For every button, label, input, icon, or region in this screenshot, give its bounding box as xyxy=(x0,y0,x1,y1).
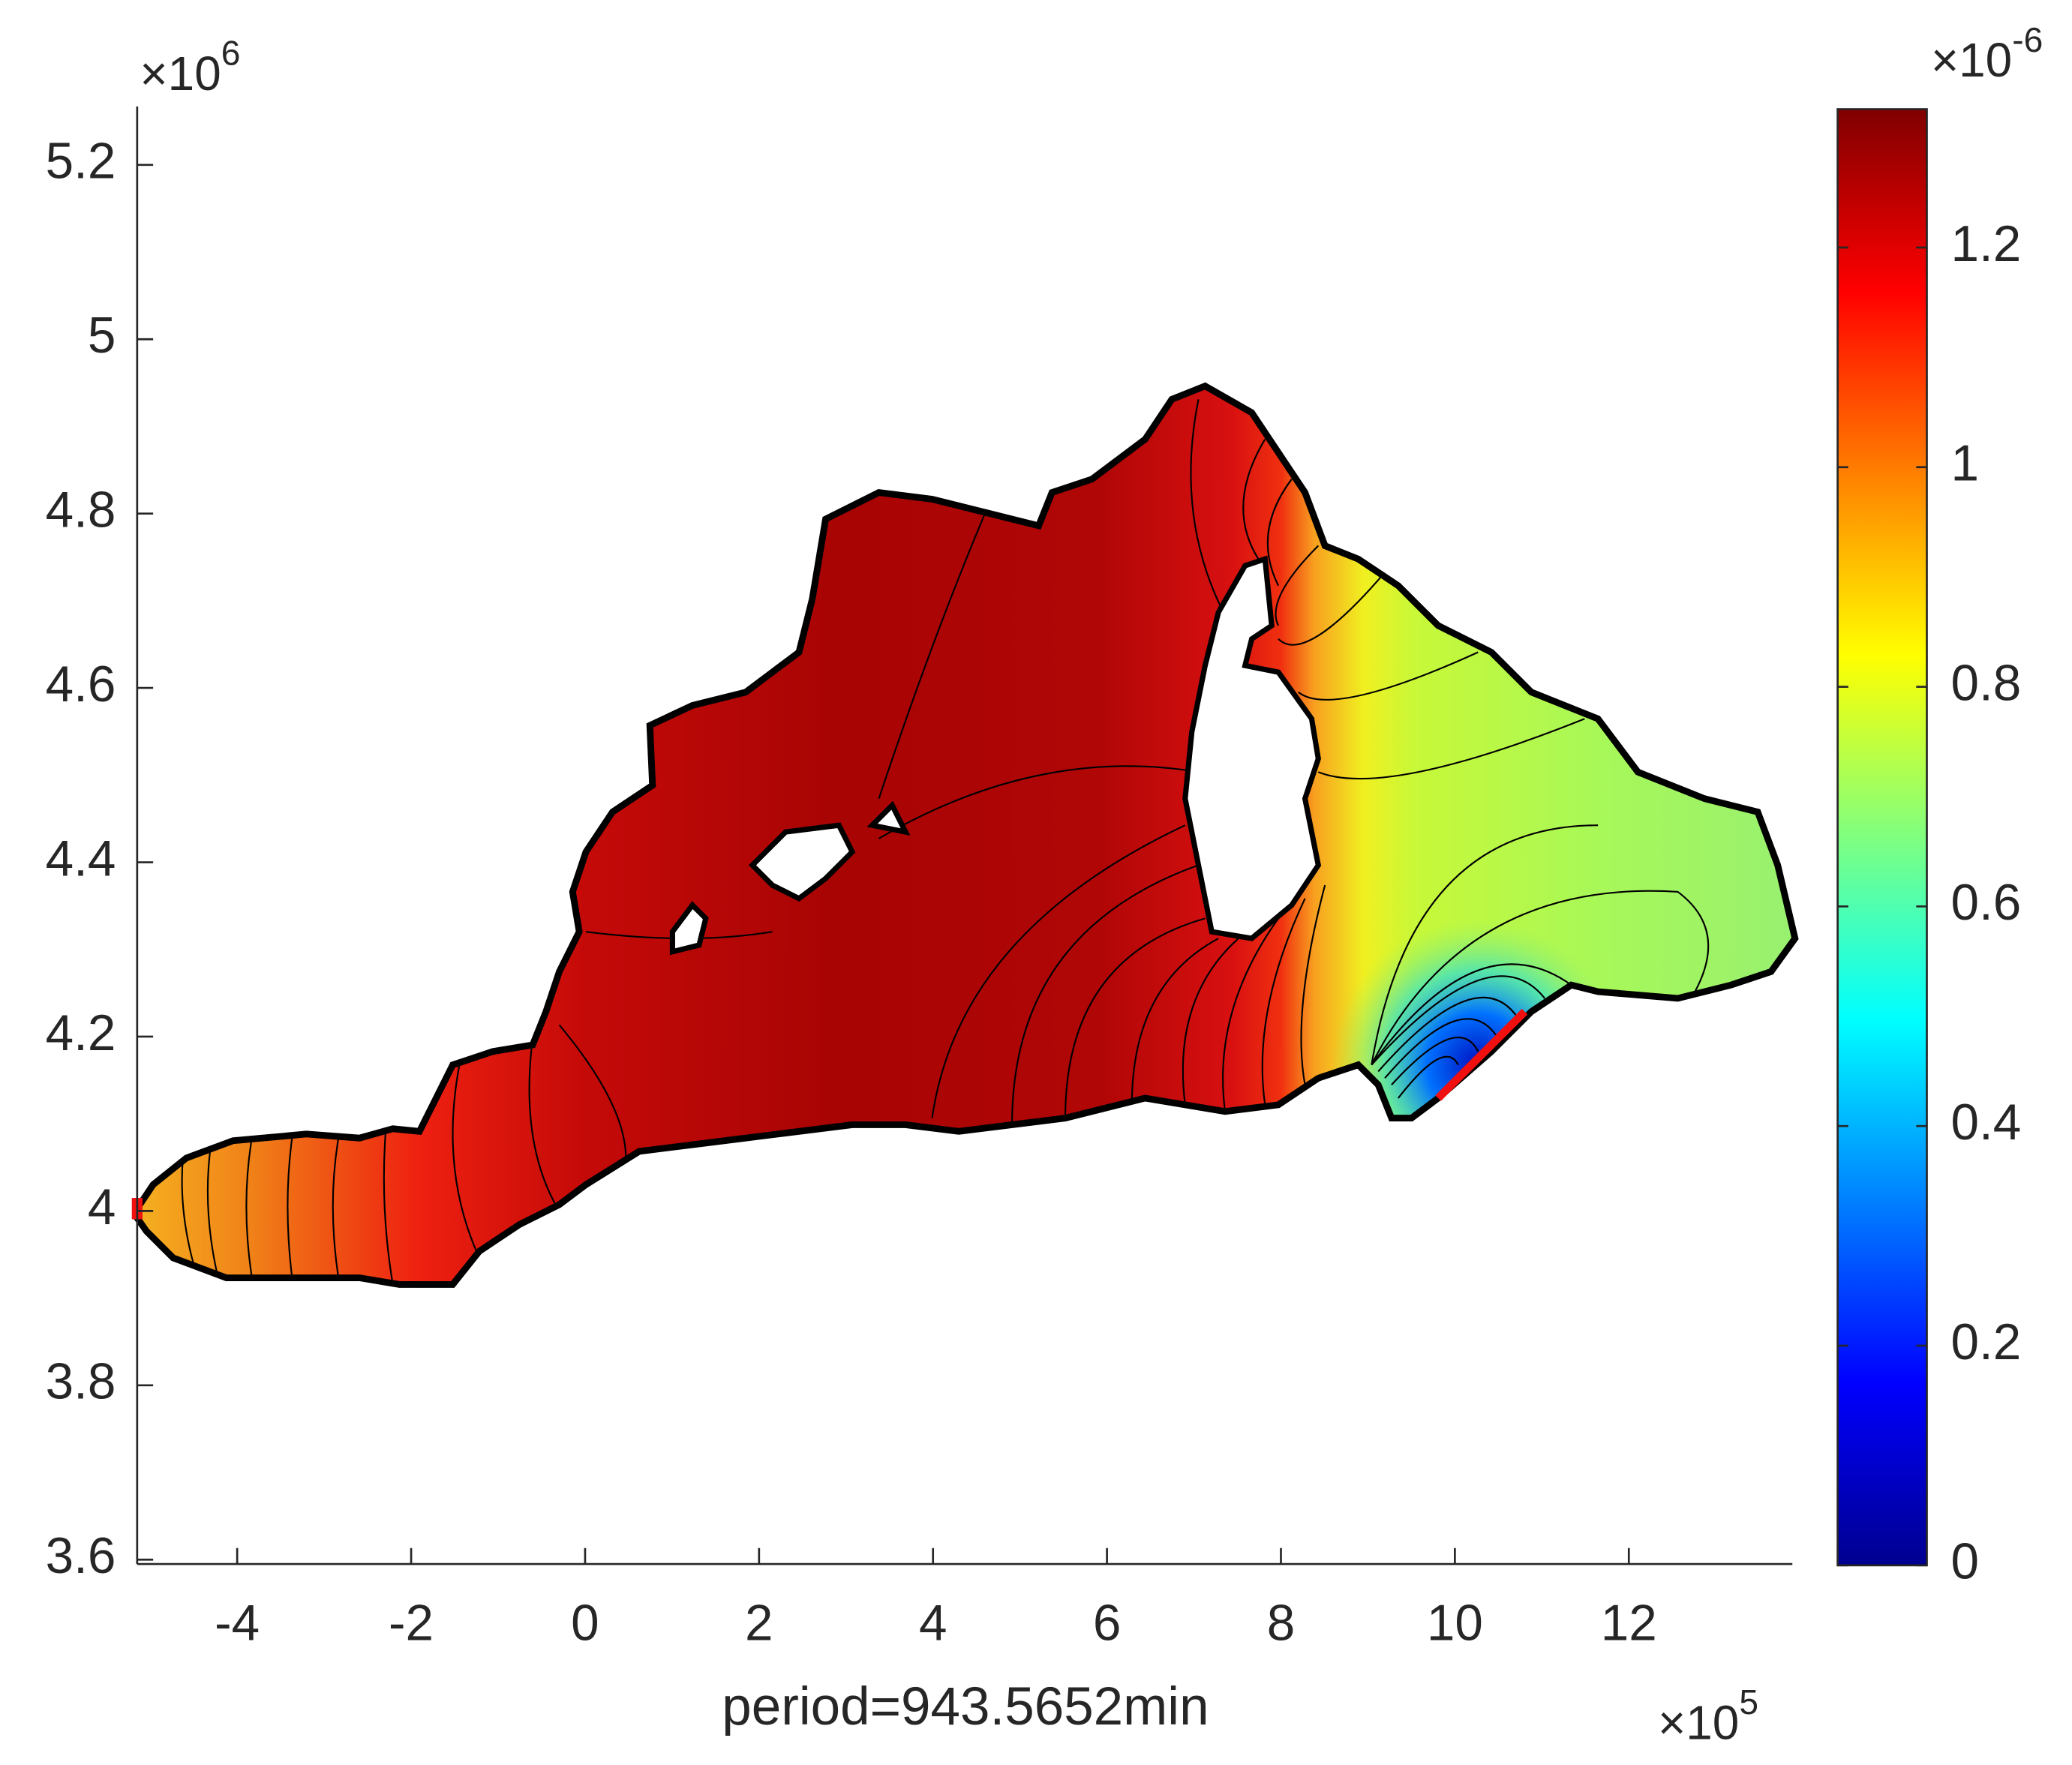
colorbar-tick-label: 0.6 xyxy=(1950,875,2021,931)
exponent: -6 xyxy=(2012,20,2043,59)
x-tick-label: 6 xyxy=(1093,1595,1122,1651)
y-multiplier: ×106 xyxy=(140,34,240,101)
base: ×10 xyxy=(1931,33,2012,87)
x-label: period=943.5652min xyxy=(722,1677,1209,1736)
colorbar xyxy=(1836,108,1928,1567)
base: ×10 xyxy=(1658,1695,1739,1749)
y-tick-label: 3.6 xyxy=(46,1528,116,1584)
colorbar-multiplier: ×10-6 xyxy=(1931,20,2043,87)
island xyxy=(866,800,911,836)
sea-field xyxy=(131,386,1795,1285)
x-tick-label: 8 xyxy=(1267,1595,1296,1651)
colorbar-tick-label: 0 xyxy=(1950,1534,1979,1590)
x-tick-label: -2 xyxy=(389,1595,434,1651)
base: ×10 xyxy=(140,47,221,101)
y-tick-label: 5.2 xyxy=(46,134,116,190)
island xyxy=(669,901,709,956)
exponent: 5 xyxy=(1739,1682,1758,1721)
boundary-marker xyxy=(1435,1008,1528,1101)
x-multiplier: ×105 xyxy=(1658,1682,1758,1749)
x-tick-label: 4 xyxy=(919,1595,947,1651)
island xyxy=(748,822,856,902)
colorbar-tick-label: 1.2 xyxy=(1950,216,2021,272)
y-tick-label: 4.4 xyxy=(46,830,116,887)
y-tick-label: 4 xyxy=(88,1179,116,1235)
y-tick-label: 4.2 xyxy=(46,1005,116,1061)
colorbar-tick-label: 1 xyxy=(1950,436,1979,492)
y-tick-label: 4.8 xyxy=(46,482,116,538)
x-tick-label: -4 xyxy=(215,1595,260,1651)
exponent: 6 xyxy=(221,34,241,73)
colorbar-tick-label: 0.2 xyxy=(1950,1314,2021,1370)
y-tick-label: 5 xyxy=(88,308,116,364)
x-tick-label: 10 xyxy=(1427,1595,1483,1651)
y-tick-label: 4.6 xyxy=(46,656,116,713)
colorbar-tick-label: 0.8 xyxy=(1950,655,2021,711)
x-tick-label: 12 xyxy=(1601,1595,1657,1651)
island xyxy=(1182,555,1322,941)
y-tick-label: 3.8 xyxy=(46,1354,116,1410)
colorbar-tick-label: 0.4 xyxy=(1950,1094,2021,1151)
x-tick-label: 2 xyxy=(745,1595,773,1651)
x-tick-label: 0 xyxy=(571,1595,599,1651)
